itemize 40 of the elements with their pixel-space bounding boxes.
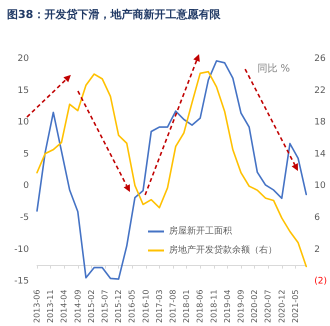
x-tick-label: 2019-04 <box>222 290 232 324</box>
y-tick-label: -10 <box>14 244 30 255</box>
y-tick-label: 0 <box>23 181 30 192</box>
x-tick-label: 2015-02 <box>86 290 96 324</box>
x-tick-label: 2013-06 <box>32 290 42 324</box>
x-tick-label: 2018-11 <box>209 290 218 324</box>
y2-tick-label: 18 <box>314 118 326 128</box>
x-tick-label: 2017-08 <box>168 290 178 324</box>
x-tick-label: 2020-02 <box>250 290 260 324</box>
y-tick-label: -5 <box>20 212 29 223</box>
legend-label: 房地产开发贷款余额（右） <box>169 244 277 256</box>
x-tick-label: 2020-07 <box>264 290 273 324</box>
x-tick-label: 2018-06 <box>196 290 205 324</box>
x-tick-label: 2015-12 <box>114 290 124 324</box>
chart-title: 图38：开发贷下滑，地产商新开工意愿有限 <box>7 8 222 21</box>
y2-tick-label: 26 <box>314 54 326 64</box>
x-tick-label: 2020-12 <box>277 290 286 324</box>
y2-tick-label: (2) <box>314 276 327 287</box>
y2-tick-label: 22 <box>314 86 326 96</box>
y2-tick-label: 14 <box>314 149 326 160</box>
y-tick-label: 15 <box>18 86 29 96</box>
x-tick-label: 2018-01 <box>182 290 192 324</box>
x-tick-label: 2017-03 <box>154 290 164 324</box>
y-tick-label: 5 <box>23 149 29 160</box>
y-tick-label: -15 <box>14 276 29 287</box>
y2-tick-label: 10 <box>314 181 326 192</box>
y2-tick-label: 2 <box>314 244 320 255</box>
y2-tick-label: 6 <box>314 212 320 223</box>
x-tick-label: 2016-05 <box>128 290 137 324</box>
legend-label: 房屋新开工面积 <box>169 226 232 236</box>
x-tick-label: 2014-04 <box>60 290 69 324</box>
x-tick-label: 2016-10 <box>141 290 150 324</box>
y-tick-label: 20 <box>18 54 30 64</box>
x-tick-label: 2015-07 <box>100 290 110 324</box>
x-tick-label: 2013-11 <box>46 290 56 324</box>
x-tick-label: 2014-09 <box>73 290 82 324</box>
y-tick-label: 10 <box>18 118 30 128</box>
x-tick-label: 2019-09 <box>236 290 246 324</box>
x-tick-label: 2021-05 <box>290 290 300 324</box>
annotation: 同比 % <box>257 62 290 74</box>
